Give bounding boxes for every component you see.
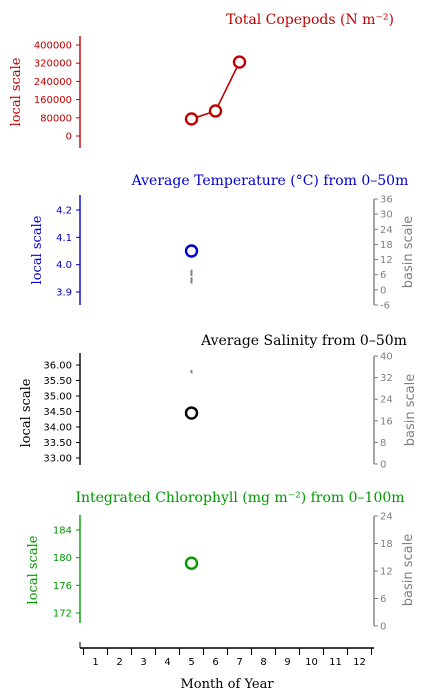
salinity-left-tick-label: 36.00 (43, 361, 72, 372)
copepods-left-tick-label: 400000 (34, 41, 72, 52)
chlorophyll-data-point (184, 556, 199, 570)
salinity-left-tick-label: 33.50 (43, 438, 72, 449)
temperature-right-axis-label: basin scale (401, 216, 416, 288)
temperature-right-tick-label: 0 (380, 285, 386, 296)
chlorophyll-left-tick-label: 176 (53, 581, 72, 592)
chlorophyll-left-tick-label: 184 (53, 526, 72, 537)
copepods-data-point (232, 55, 247, 69)
salinity-left-tick-label: 33.00 (43, 454, 72, 465)
temperature-right-tick-label: 36 (380, 195, 393, 206)
salinity-right-tick-label: 32 (380, 373, 393, 384)
copepods-data-point (208, 104, 223, 118)
temperature-right-tick-label: 30 (380, 210, 393, 221)
x-axis-label: Month of Year (180, 677, 274, 692)
chlorophyll-left-axis-label: local scale (26, 535, 41, 604)
copepods-left-tick-label: 160000 (34, 95, 72, 106)
x-axis-tick-label: 5 (188, 657, 194, 668)
chlorophyll-right-tick-label: 12 (380, 567, 393, 578)
salinity-right-tick-label: 16 (380, 416, 393, 427)
x-axis-tick-label: 3 (140, 657, 146, 668)
x-axis-tick-label: 7 (236, 657, 242, 668)
temperature-right-tick-label: 24 (380, 225, 393, 236)
salinity-left-tick-label: 35.00 (43, 392, 72, 403)
copepods-data-point (184, 112, 199, 126)
temperature-left-tick-label: 4.2 (56, 206, 72, 217)
x-axis-tick-label: 4 (164, 657, 170, 668)
x-axis-tick-label: 1 (92, 657, 98, 668)
salinity-right-tick-label: 24 (380, 395, 393, 406)
salinity-data-point (184, 406, 199, 420)
copepods-chart-title: Total Copepods (N m⁻²) (226, 12, 394, 28)
x-axis-tick-label: 12 (353, 657, 366, 668)
x-axis-tick-label: 10 (305, 657, 318, 668)
chlorophyll-right-tick-label: 24 (380, 512, 393, 523)
temperature-chart-title: Average Temperature (°C) from 0–50m (131, 173, 409, 189)
temperature-right-tick-label: 12 (380, 255, 393, 266)
temperature-right-tick-label: -6 (380, 301, 390, 312)
copepods-left-tick-label: 240000 (34, 77, 72, 88)
copepods-left-tick-label: 80000 (40, 113, 72, 124)
salinity-left-tick-label: 35.50 (43, 376, 72, 387)
temperature-data-point (184, 244, 199, 258)
x-axis-tick-label: 8 (260, 657, 266, 668)
temperature-right-tick-label: 6 (380, 270, 386, 281)
copepods-left-axis-label: local scale (9, 57, 24, 126)
salinity-left-tick-label: 34.50 (43, 407, 72, 418)
copepods-left-tick-label: 320000 (34, 59, 72, 70)
chlorophyll-right-tick-label: 18 (380, 539, 393, 550)
salinity-right-tick-label: 8 (380, 438, 386, 449)
x-axis-tick-label: 9 (284, 657, 290, 668)
temperature-left-tick-label: 3.9 (56, 288, 72, 299)
chlorophyll-right-axis-label: basin scale (401, 534, 416, 606)
chlorophyll-left-tick-label: 172 (53, 609, 72, 620)
chlorophyll-left-tick-label: 180 (53, 553, 72, 564)
x-axis-tick-label: 11 (329, 657, 342, 668)
salinity-chart-title: Average Salinity from 0–50m (200, 333, 407, 349)
chlorophyll-chart-title: Integrated Chlorophyll (mg m⁻²) from 0–1… (75, 490, 404, 506)
salinity-right-tick-label: 40 (380, 352, 393, 363)
temperature-left-tick-label: 4.1 (56, 233, 72, 244)
salinity-right-axis-label: basin scale (403, 374, 418, 446)
salinity-left-tick-label: 34.00 (43, 423, 72, 434)
x-axis-tick-label: 6 (212, 657, 218, 668)
temperature-right-tick-label: 18 (380, 240, 393, 251)
temperature-left-tick-label: 4.0 (56, 260, 72, 271)
copepods-left-tick-label: 0 (66, 132, 72, 143)
salinity-right-tick-label: 0 (380, 460, 386, 471)
temperature-left-axis-label: local scale (30, 215, 45, 284)
chlorophyll-right-tick-label: 0 (380, 622, 386, 633)
chlorophyll-right-tick-label: 6 (380, 594, 386, 605)
x-axis-tick-label: 2 (116, 657, 122, 668)
salinity-left-axis-label: local scale (19, 378, 34, 447)
